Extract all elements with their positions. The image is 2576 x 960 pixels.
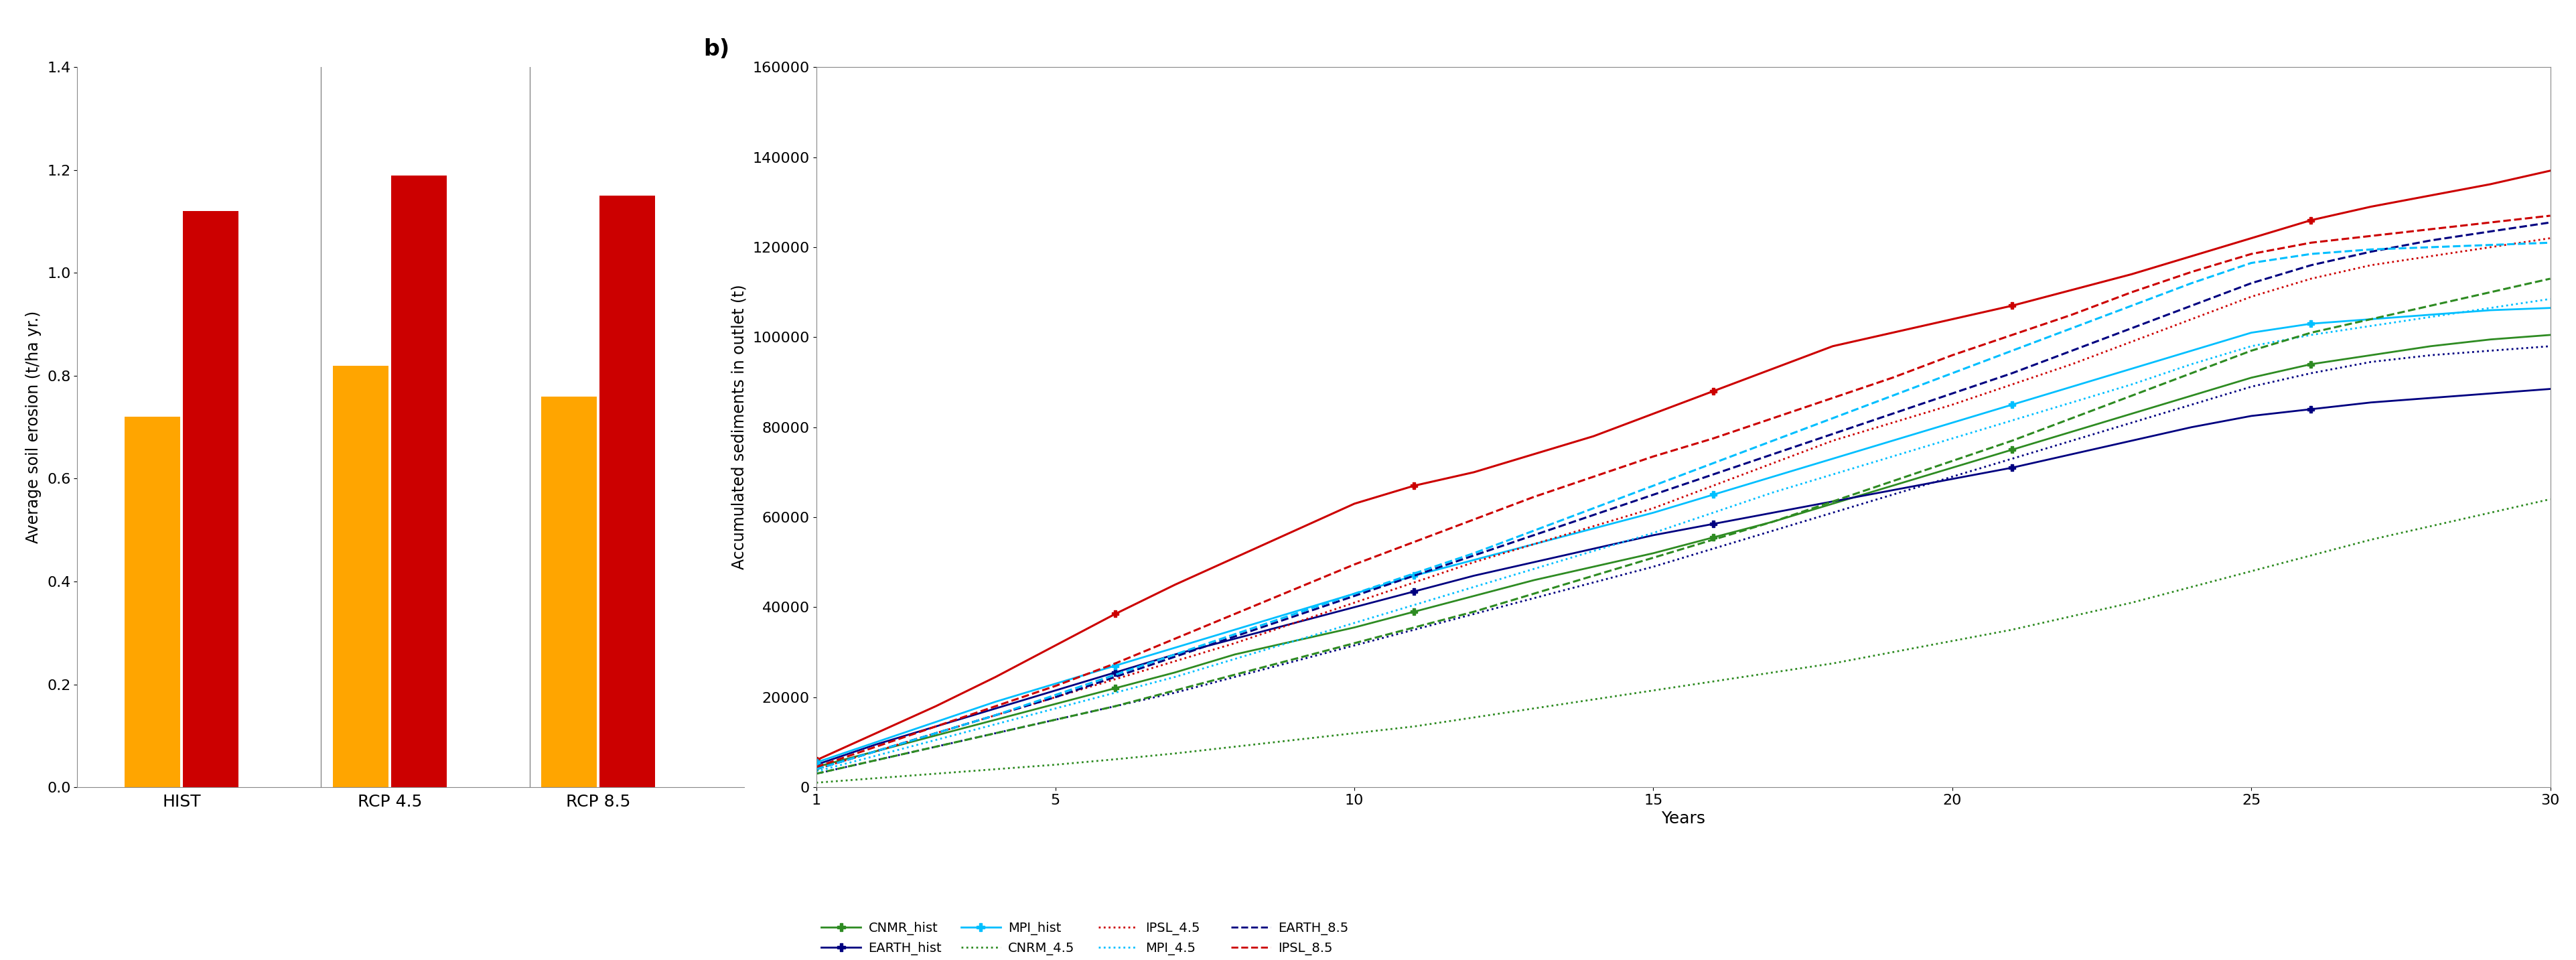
Bar [541,396,598,787]
Legend: Future climate, Future climate with fire: Future climate, Future climate with fire [240,957,582,960]
Bar [392,176,446,787]
Y-axis label: Average soil erosion (t/ha yr.): Average soil erosion (t/ha yr.) [26,311,41,543]
Text: b): b) [703,38,729,60]
Y-axis label: Accumulated sediments in outlet (t): Accumulated sediments in outlet (t) [732,284,747,570]
X-axis label: Years: Years [1662,811,1705,827]
Bar [183,211,240,787]
Bar [124,417,180,787]
Legend: CNMR_hist, EARTH_hist, IPSL_hist, MPI_hist, CNRM_4.5, EARTH_4.5, IPSL_4.5, MPI_4: CNMR_hist, EARTH_hist, IPSL_hist, MPI_hi… [817,917,1355,960]
Bar [332,366,389,787]
Bar [600,196,654,787]
